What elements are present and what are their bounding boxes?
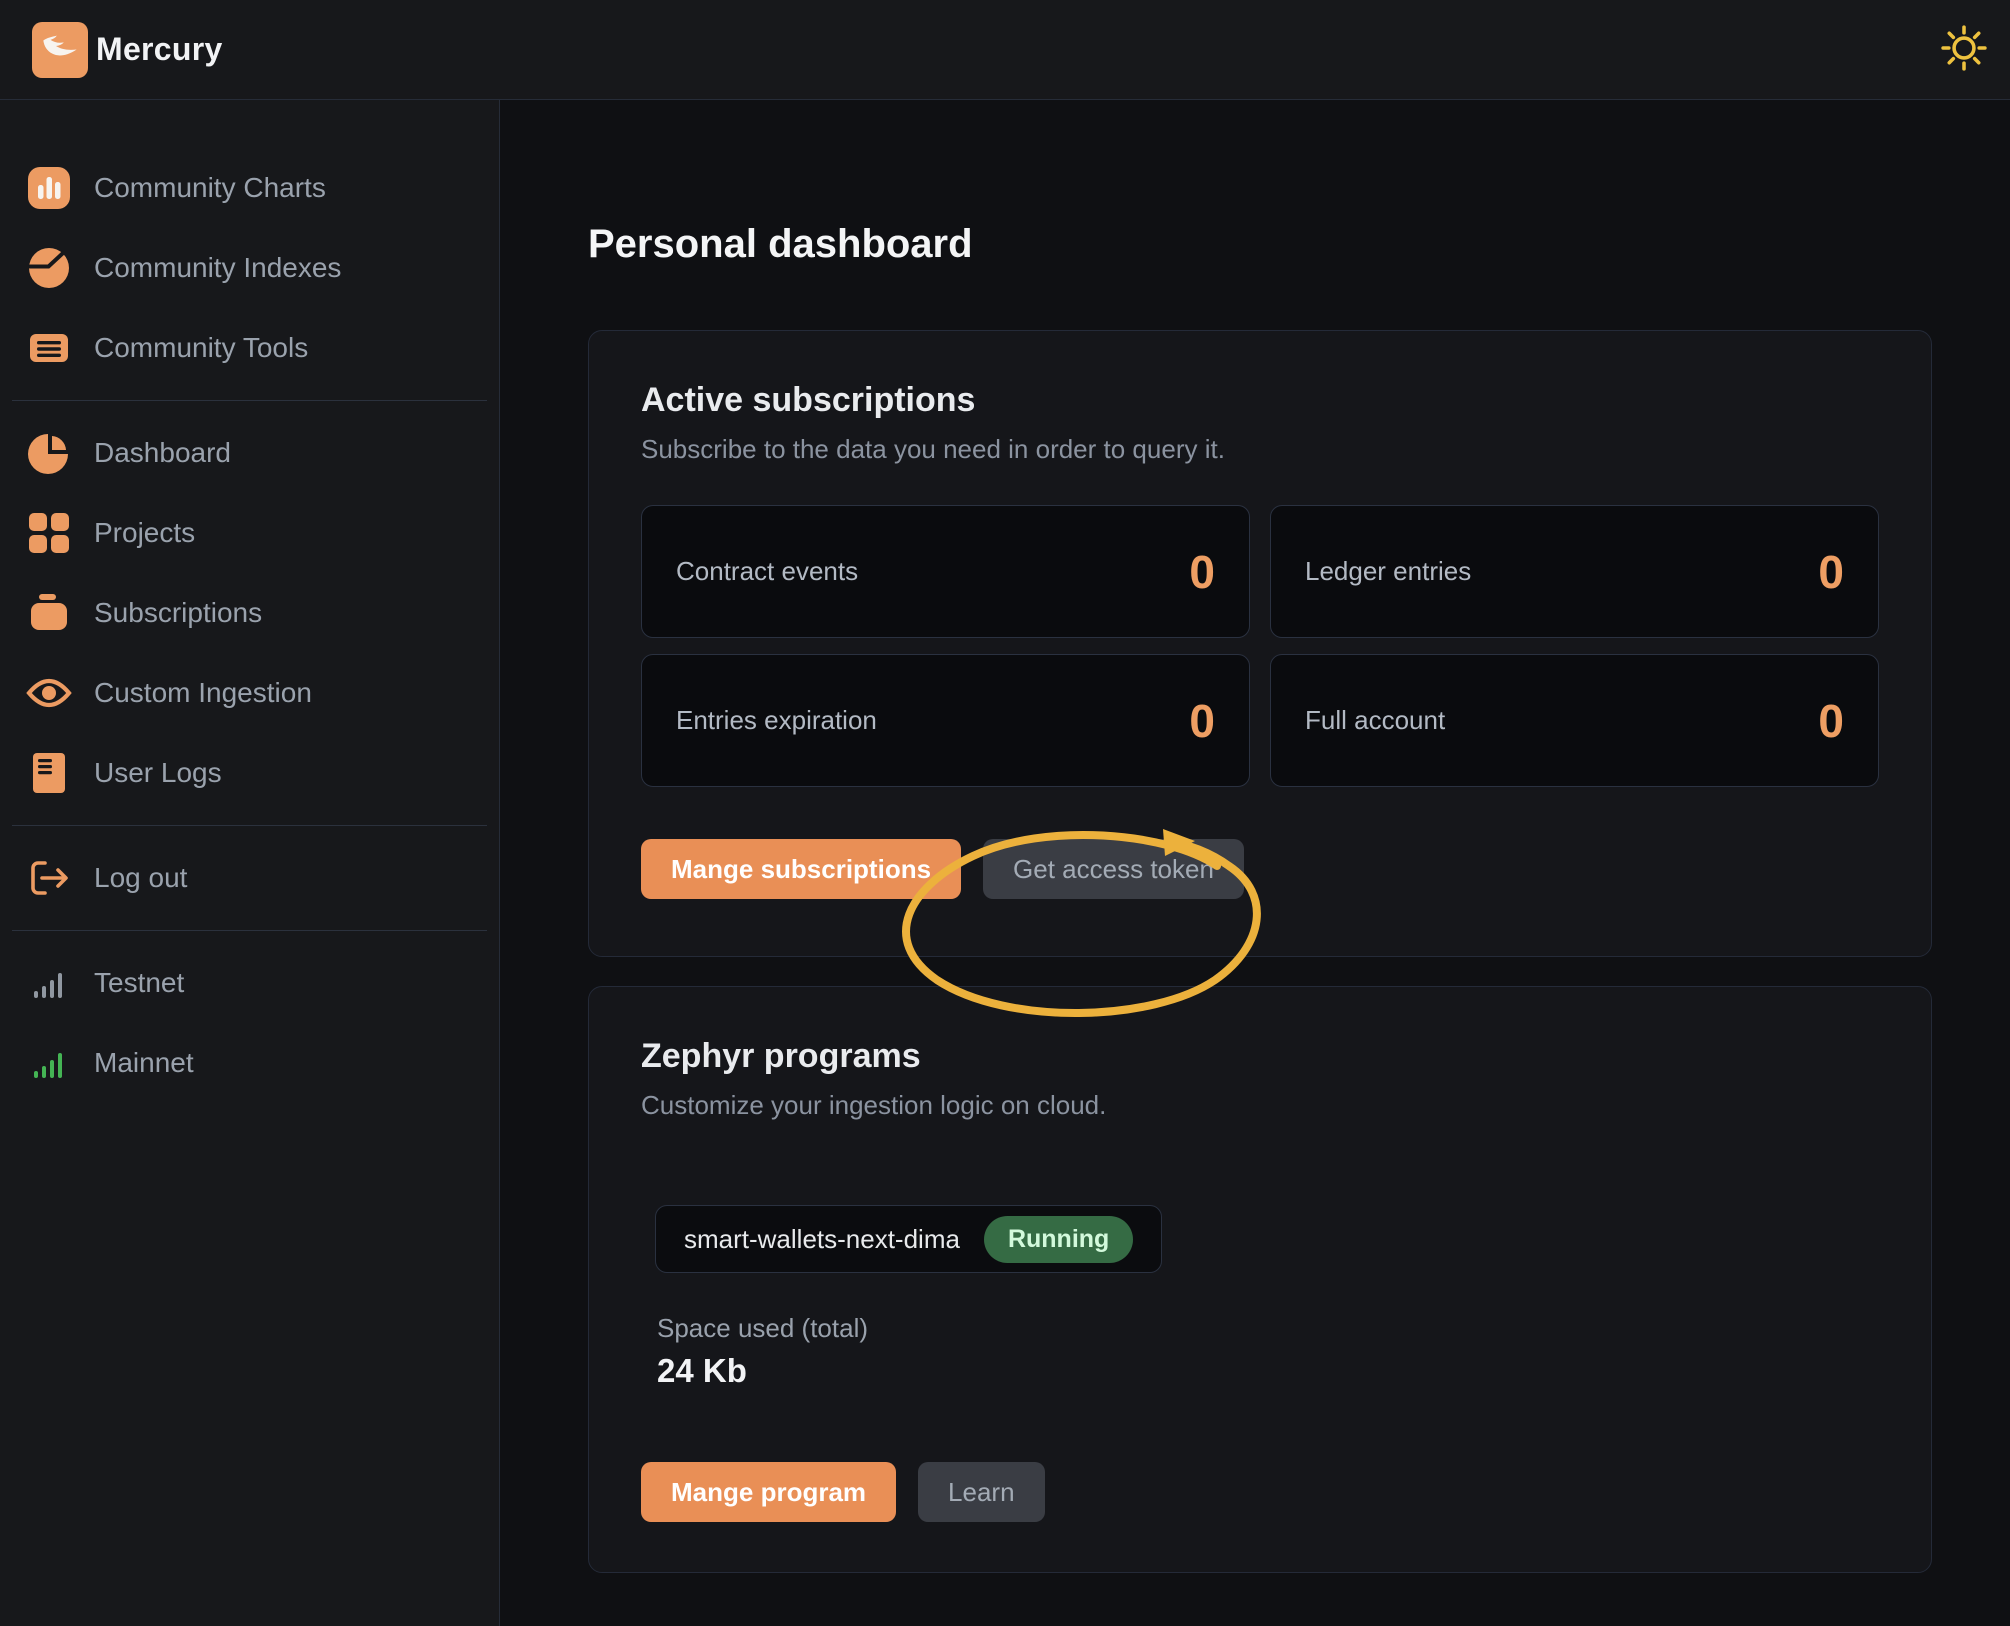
zephyr-program-row[interactable]: smart-wallets-next-dima Running bbox=[655, 1205, 1163, 1273]
get-access-token-button[interactable]: Get access token bbox=[983, 839, 1244, 899]
sidebar-item-label: Community Indexes bbox=[94, 252, 342, 283]
tile-label: Entries expiration bbox=[676, 705, 877, 735]
eye-icon bbox=[26, 675, 72, 711]
sidebar-item-label: Mainnet bbox=[94, 1047, 194, 1078]
zephyr-programs-card: Zephyr programs Customize your ingestion… bbox=[588, 986, 1932, 1573]
sidebar-item-subscriptions[interactable]: Subscriptions bbox=[0, 573, 499, 653]
logout-icon bbox=[26, 856, 72, 900]
space-used-label: Space used (total) bbox=[657, 1313, 869, 1343]
gauge-icon bbox=[26, 246, 72, 290]
sidebar-item-mainnet[interactable]: Mainnet bbox=[0, 1023, 499, 1103]
wing-icon bbox=[40, 27, 80, 72]
grid-icon bbox=[26, 511, 72, 555]
sidebar-item-user-logs[interactable]: User Logs bbox=[0, 733, 499, 813]
tile-value: 0 bbox=[1189, 545, 1215, 598]
sidebar-item-label: Community Tools bbox=[94, 332, 309, 363]
tile-full-account: Full account 0 bbox=[1270, 654, 1879, 787]
sidebar-item-label: Subscriptions bbox=[94, 597, 263, 628]
space-used-value: 24 Kb bbox=[657, 1352, 747, 1389]
signal-bars-icon bbox=[26, 965, 72, 1001]
sidebar-divider bbox=[12, 400, 487, 401]
page-title: Personal dashboard bbox=[588, 222, 973, 266]
main-content: Personal dashboard Active subscriptions … bbox=[500, 100, 2010, 1626]
briefcase-icon bbox=[26, 591, 72, 635]
bar-chart-icon bbox=[26, 166, 72, 210]
sidebar-item-label: Community Charts bbox=[94, 172, 326, 203]
sidebar-item-dashboard[interactable]: Dashboard bbox=[0, 413, 499, 493]
sidebar-item-projects[interactable]: Projects bbox=[0, 493, 499, 573]
tile-value: 0 bbox=[1189, 694, 1215, 747]
tile-entries-expiration: Entries expiration 0 bbox=[641, 654, 1250, 787]
tile-ledger-entries: Ledger entries 0 bbox=[1270, 505, 1879, 638]
theme-toggle-button[interactable] bbox=[1936, 22, 1992, 78]
sidebar-item-testnet[interactable]: Testnet bbox=[0, 943, 499, 1023]
sidebar-item-custom-ingestion[interactable]: Custom Ingestion bbox=[0, 653, 499, 733]
sidebar-item-label: Projects bbox=[94, 517, 196, 548]
program-name: smart-wallets-next-dima bbox=[684, 1223, 960, 1254]
tile-contract-events: Contract events 0 bbox=[641, 505, 1250, 638]
learn-button[interactable]: Learn bbox=[918, 1462, 1045, 1522]
sidebar-item-label: Log out bbox=[94, 862, 188, 893]
sidebar-item-label: User Logs bbox=[94, 757, 222, 788]
sidebar-item-community-tools[interactable]: Community Tools bbox=[0, 308, 499, 388]
tile-label: Contract events bbox=[676, 556, 859, 586]
sidebar: Community Charts Community Indexes C bbox=[0, 100, 500, 1626]
card-title: Active subscriptions bbox=[641, 381, 976, 419]
signal-bars-icon bbox=[26, 1045, 72, 1081]
sidebar-divider bbox=[12, 825, 487, 826]
status-badge: Running bbox=[983, 1215, 1134, 1263]
tile-label: Ledger entries bbox=[1305, 556, 1472, 586]
manage-subscriptions-button[interactable]: Mange subscriptions bbox=[641, 839, 962, 899]
sidebar-item-label: Testnet bbox=[94, 967, 185, 998]
card-subtitle: Subscribe to the data you need in order … bbox=[641, 434, 1225, 464]
subscriptions-button-row: Mange subscriptions Get access token bbox=[641, 839, 1879, 899]
card-title: Zephyr programs bbox=[641, 1037, 921, 1075]
sidebar-item-label: Custom Ingestion bbox=[94, 677, 312, 708]
list-box-icon bbox=[26, 326, 72, 370]
sidebar-divider bbox=[12, 930, 487, 931]
sidebar-item-community-indexes[interactable]: Community Indexes bbox=[0, 228, 499, 308]
app-title: Mercury bbox=[96, 31, 223, 67]
sidebar-item-label: Dashboard bbox=[94, 437, 231, 468]
tile-value: 0 bbox=[1818, 545, 1844, 598]
manage-program-button[interactable]: Mange program bbox=[641, 1462, 897, 1522]
top-bar: Mercury bbox=[0, 0, 2010, 100]
document-icon bbox=[26, 751, 72, 795]
pie-chart-icon bbox=[26, 431, 72, 475]
sidebar-item-community-charts[interactable]: Community Charts bbox=[0, 148, 499, 228]
tile-value: 0 bbox=[1818, 694, 1844, 747]
subscription-tiles: Contract events 0 Ledger entries 0 Entri… bbox=[641, 505, 1879, 787]
mercury-logo[interactable] bbox=[32, 21, 88, 78]
sidebar-item-log-out[interactable]: Log out bbox=[0, 838, 499, 918]
card-subtitle: Customize your ingestion logic on cloud. bbox=[641, 1090, 1107, 1120]
zephyr-button-row: Mange program Learn bbox=[641, 1462, 1879, 1522]
sun-icon bbox=[1941, 25, 1987, 74]
tile-label: Full account bbox=[1305, 705, 1446, 735]
active-subscriptions-card: Active subscriptions Subscribe to the da… bbox=[588, 330, 1932, 957]
